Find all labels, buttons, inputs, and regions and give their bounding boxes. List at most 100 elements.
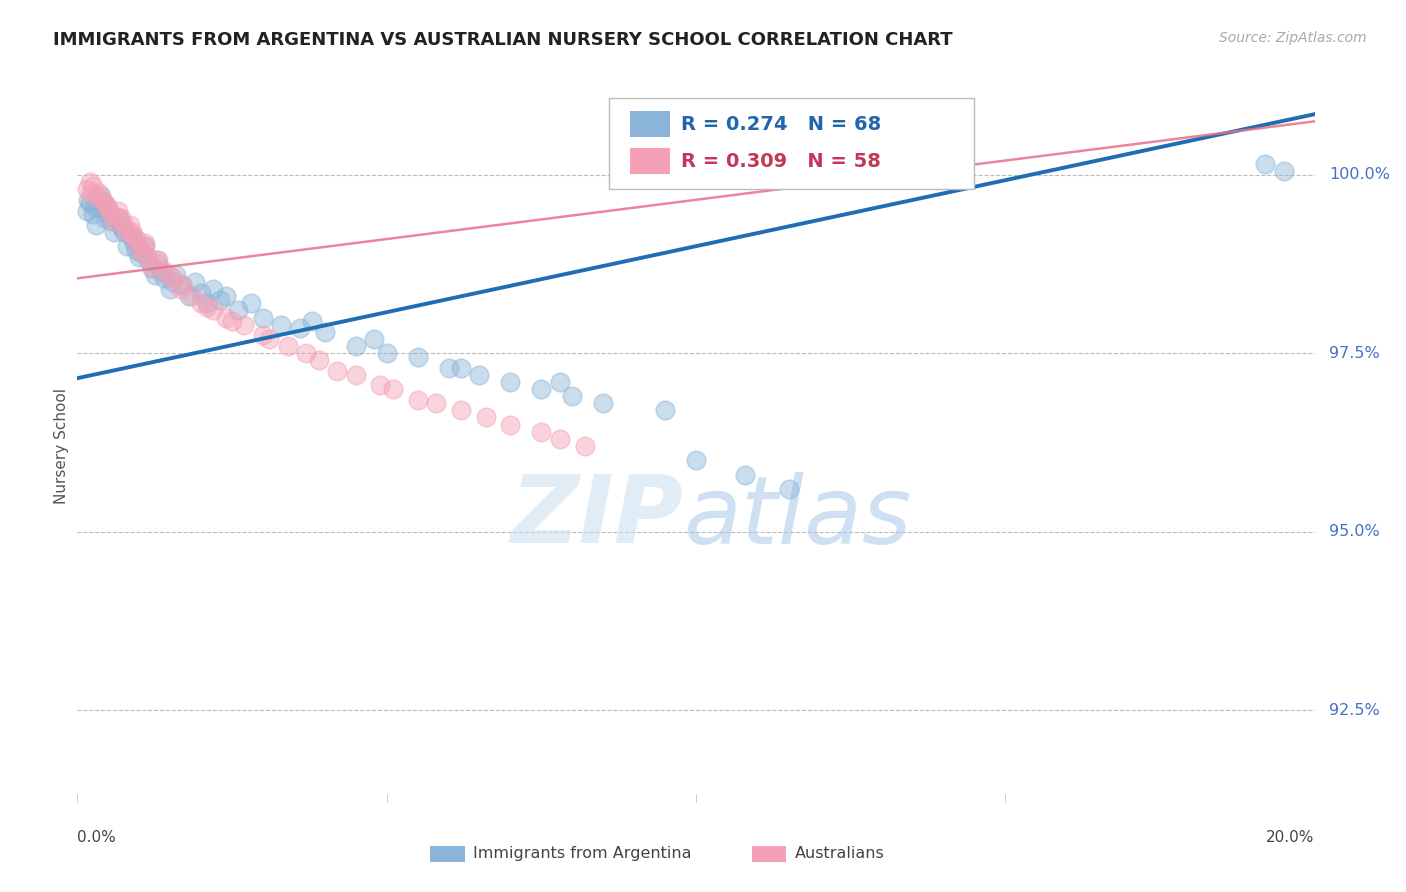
- Point: [406, 350, 429, 364]
- Point: [381, 382, 404, 396]
- Point: [170, 282, 193, 296]
- Point: [195, 300, 218, 314]
- Point: [125, 243, 148, 257]
- Point: [1254, 157, 1277, 171]
- Point: [112, 218, 135, 232]
- Point: [685, 453, 707, 467]
- Point: [77, 193, 100, 207]
- Point: [122, 235, 145, 250]
- Point: [239, 296, 262, 310]
- Point: [84, 189, 107, 203]
- Point: [226, 303, 249, 318]
- Text: R = 0.309   N = 58: R = 0.309 N = 58: [681, 152, 882, 170]
- Text: Source: ZipAtlas.com: Source: ZipAtlas.com: [1219, 31, 1367, 45]
- Point: [375, 346, 398, 360]
- Point: [530, 382, 553, 396]
- Point: [654, 403, 676, 417]
- Point: [125, 232, 148, 246]
- Point: [84, 218, 107, 232]
- Point: [108, 211, 131, 225]
- Point: [344, 368, 367, 382]
- Point: [138, 250, 160, 264]
- Point: [96, 207, 118, 221]
- Point: [91, 196, 114, 211]
- Point: [100, 207, 122, 221]
- Point: [83, 200, 105, 214]
- Point: [295, 346, 318, 360]
- Point: [141, 260, 163, 275]
- Point: [277, 339, 299, 353]
- Point: [252, 328, 274, 343]
- Point: [128, 239, 150, 253]
- Point: [76, 182, 98, 196]
- Point: [370, 378, 392, 392]
- Point: [94, 196, 117, 211]
- Point: [110, 218, 132, 232]
- Text: 97.5%: 97.5%: [1330, 346, 1381, 360]
- Point: [79, 196, 101, 211]
- Point: [172, 278, 194, 293]
- Point: [118, 218, 141, 232]
- Point: [734, 467, 756, 482]
- Point: [87, 186, 110, 200]
- Point: [548, 432, 571, 446]
- Text: 95.0%: 95.0%: [1330, 524, 1381, 539]
- Point: [202, 282, 225, 296]
- Point: [195, 296, 218, 310]
- Point: [122, 232, 145, 246]
- Point: [172, 278, 194, 293]
- Point: [159, 282, 181, 296]
- Point: [131, 246, 153, 260]
- Point: [184, 275, 207, 289]
- Point: [561, 389, 583, 403]
- Point: [308, 353, 330, 368]
- Text: Australians: Australians: [794, 846, 884, 861]
- Point: [165, 268, 187, 282]
- Point: [82, 178, 104, 193]
- Point: [128, 250, 150, 264]
- Point: [499, 417, 522, 432]
- Point: [145, 253, 167, 268]
- Text: 92.5%: 92.5%: [1330, 703, 1381, 717]
- Text: 20.0%: 20.0%: [1267, 830, 1315, 845]
- Point: [202, 303, 225, 318]
- Point: [107, 211, 129, 225]
- Point: [257, 332, 280, 346]
- Point: [450, 403, 472, 417]
- Point: [190, 296, 212, 310]
- Point: [115, 239, 138, 253]
- Point: [91, 193, 114, 207]
- Point: [288, 321, 311, 335]
- Point: [437, 360, 460, 375]
- Point: [499, 375, 522, 389]
- Point: [450, 360, 472, 375]
- Point: [162, 271, 184, 285]
- Point: [107, 203, 129, 218]
- Point: [118, 228, 141, 243]
- Point: [94, 211, 117, 225]
- Bar: [630, 148, 671, 174]
- Point: [208, 293, 231, 307]
- Point: [177, 289, 200, 303]
- Point: [100, 214, 122, 228]
- Y-axis label: Nursery School: Nursery School: [53, 388, 69, 504]
- Point: [141, 260, 163, 275]
- Bar: [630, 112, 671, 137]
- Text: Immigrants from Argentina: Immigrants from Argentina: [474, 846, 692, 861]
- Point: [79, 175, 101, 189]
- Point: [301, 314, 323, 328]
- Point: [82, 207, 104, 221]
- Point: [778, 482, 800, 496]
- Point: [474, 410, 496, 425]
- Point: [115, 225, 138, 239]
- Point: [233, 318, 256, 332]
- Point: [162, 275, 184, 289]
- Point: [146, 253, 169, 268]
- Point: [363, 332, 385, 346]
- Point: [134, 239, 156, 253]
- Point: [190, 285, 212, 300]
- Point: [574, 439, 596, 453]
- Point: [180, 289, 202, 303]
- Point: [592, 396, 614, 410]
- Point: [90, 189, 112, 203]
